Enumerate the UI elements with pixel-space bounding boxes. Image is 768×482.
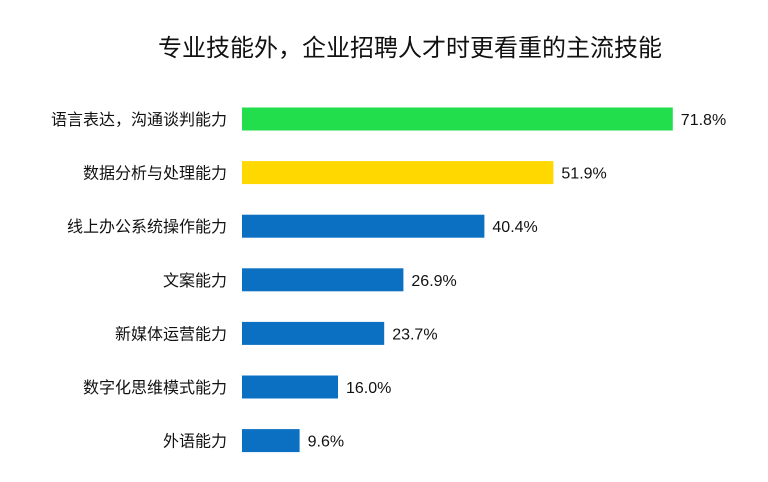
category-label: 数字化思维模式能力 bbox=[83, 378, 227, 397]
bar bbox=[242, 214, 485, 238]
value-label: 9.6% bbox=[308, 434, 344, 451]
bar bbox=[242, 107, 673, 131]
value-label: 51.9% bbox=[561, 166, 606, 183]
category-label: 线上办公系统操作能力 bbox=[67, 217, 227, 236]
category-label: 语言表达，沟通谈判能力 bbox=[51, 110, 227, 129]
bar bbox=[242, 375, 338, 399]
value-label: 26.9% bbox=[411, 273, 456, 290]
bar bbox=[242, 321, 385, 345]
value-label: 71.8% bbox=[681, 112, 726, 129]
bars-group: 语言表达，沟通谈判能力 71.8% 数据分析与处理能力 51.9% 线上办公系统操作能力… bbox=[51, 107, 726, 453]
value-label: 16.0% bbox=[346, 380, 391, 397]
category-label: 外语能力 bbox=[163, 432, 227, 451]
value-label: 40.4% bbox=[492, 219, 537, 236]
value-label: 23.7% bbox=[392, 326, 437, 343]
chart-title: 专业技能外，企业招聘人才时更看重的主流技能 bbox=[158, 34, 662, 62]
category-label: 文案能力 bbox=[163, 271, 227, 290]
bar bbox=[242, 161, 554, 185]
category-label: 数据分析与处理能力 bbox=[83, 164, 227, 183]
category-label: 新媒体运营能力 bbox=[115, 324, 227, 343]
bar bbox=[242, 429, 300, 453]
bar bbox=[242, 268, 404, 292]
